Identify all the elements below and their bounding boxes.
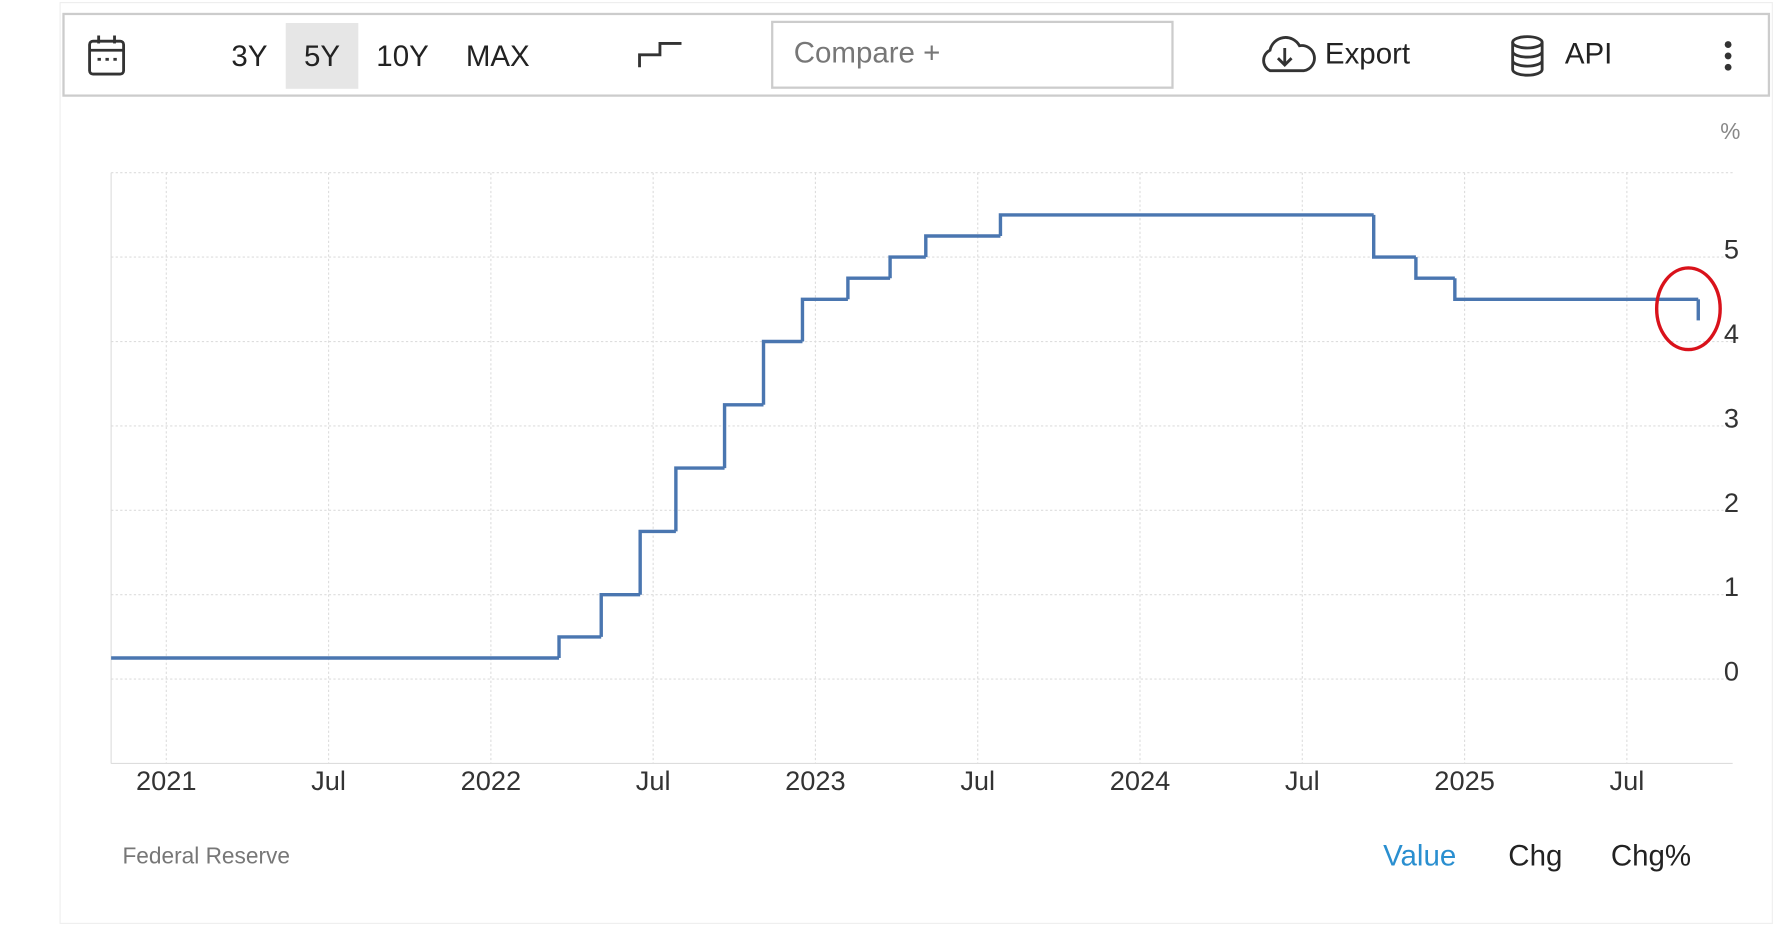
api-button[interactable]: API xyxy=(1565,38,1613,71)
plot: 0 1 2 3 4 5 2021 Jul 2022 Jul 2023 Jul 2024 Jul 2025 Ju… xyxy=(110,172,1739,796)
tab[interactable]: Value xyxy=(1383,839,1456,872)
more-menu[interactable] xyxy=(1724,41,1732,71)
source: Federal Reserve xyxy=(122,843,289,869)
range-button[interactable]: 10Y xyxy=(376,40,429,73)
range-button[interactable]: 5Y xyxy=(304,40,340,73)
frame xyxy=(59,2,1773,924)
api-icon[interactable] xyxy=(1511,35,1544,77)
step-segment xyxy=(557,635,602,658)
x-tick-label: 2023 xyxy=(785,765,846,796)
x-tick-label: 2021 xyxy=(136,765,197,796)
x-tick-label: 2025 xyxy=(1434,765,1495,796)
range-button[interactable]: 3Y xyxy=(231,40,267,73)
step-segment xyxy=(800,297,848,342)
step-segment xyxy=(1371,214,1416,259)
y-tick-label: 2 xyxy=(1724,487,1739,518)
calendar-icon[interactable] xyxy=(88,35,126,76)
step-icon[interactable] xyxy=(638,42,682,68)
x-tick-label: Jul xyxy=(311,765,346,796)
export-button[interactable]: Export xyxy=(1325,38,1410,71)
x-tick-label: Jul xyxy=(960,765,995,796)
range-selected-bg xyxy=(285,23,359,89)
range-button[interactable]: MAX xyxy=(466,40,530,73)
y-tick-label: 0 xyxy=(1724,656,1739,687)
step-segment xyxy=(761,339,803,405)
unit-label: % xyxy=(1720,118,1740,144)
y-tick-label: 5 xyxy=(1724,234,1739,265)
tab[interactable]: Chg xyxy=(1508,839,1562,872)
y-tick-label: 3 xyxy=(1724,402,1739,433)
step-segment xyxy=(924,234,1001,258)
y-tick-label: 4 xyxy=(1724,318,1739,349)
y-tick-label: 1 xyxy=(1724,571,1739,602)
x-tick-label: Jul xyxy=(1285,765,1320,796)
highlight-circle xyxy=(1654,266,1722,352)
step-segment xyxy=(638,529,676,595)
x-tick-label: Jul xyxy=(636,765,671,796)
step-segment xyxy=(599,592,641,637)
x-tick-label: Jul xyxy=(1609,765,1644,796)
step-segment xyxy=(888,255,926,279)
x-tick-label: 2024 xyxy=(1110,765,1171,796)
step-segment xyxy=(722,403,764,469)
step-segment xyxy=(674,466,725,532)
compare-input[interactable] xyxy=(771,20,1174,89)
export-icon[interactable] xyxy=(1262,36,1316,73)
x-tick-label: 2022 xyxy=(461,765,522,796)
tab[interactable]: Chg% xyxy=(1611,839,1691,872)
compare-placeholder: Compare + xyxy=(794,37,941,70)
step-segment xyxy=(998,213,1374,237)
step-segment xyxy=(1453,278,1699,302)
step-segment xyxy=(1414,257,1455,280)
step-segment xyxy=(846,276,891,300)
